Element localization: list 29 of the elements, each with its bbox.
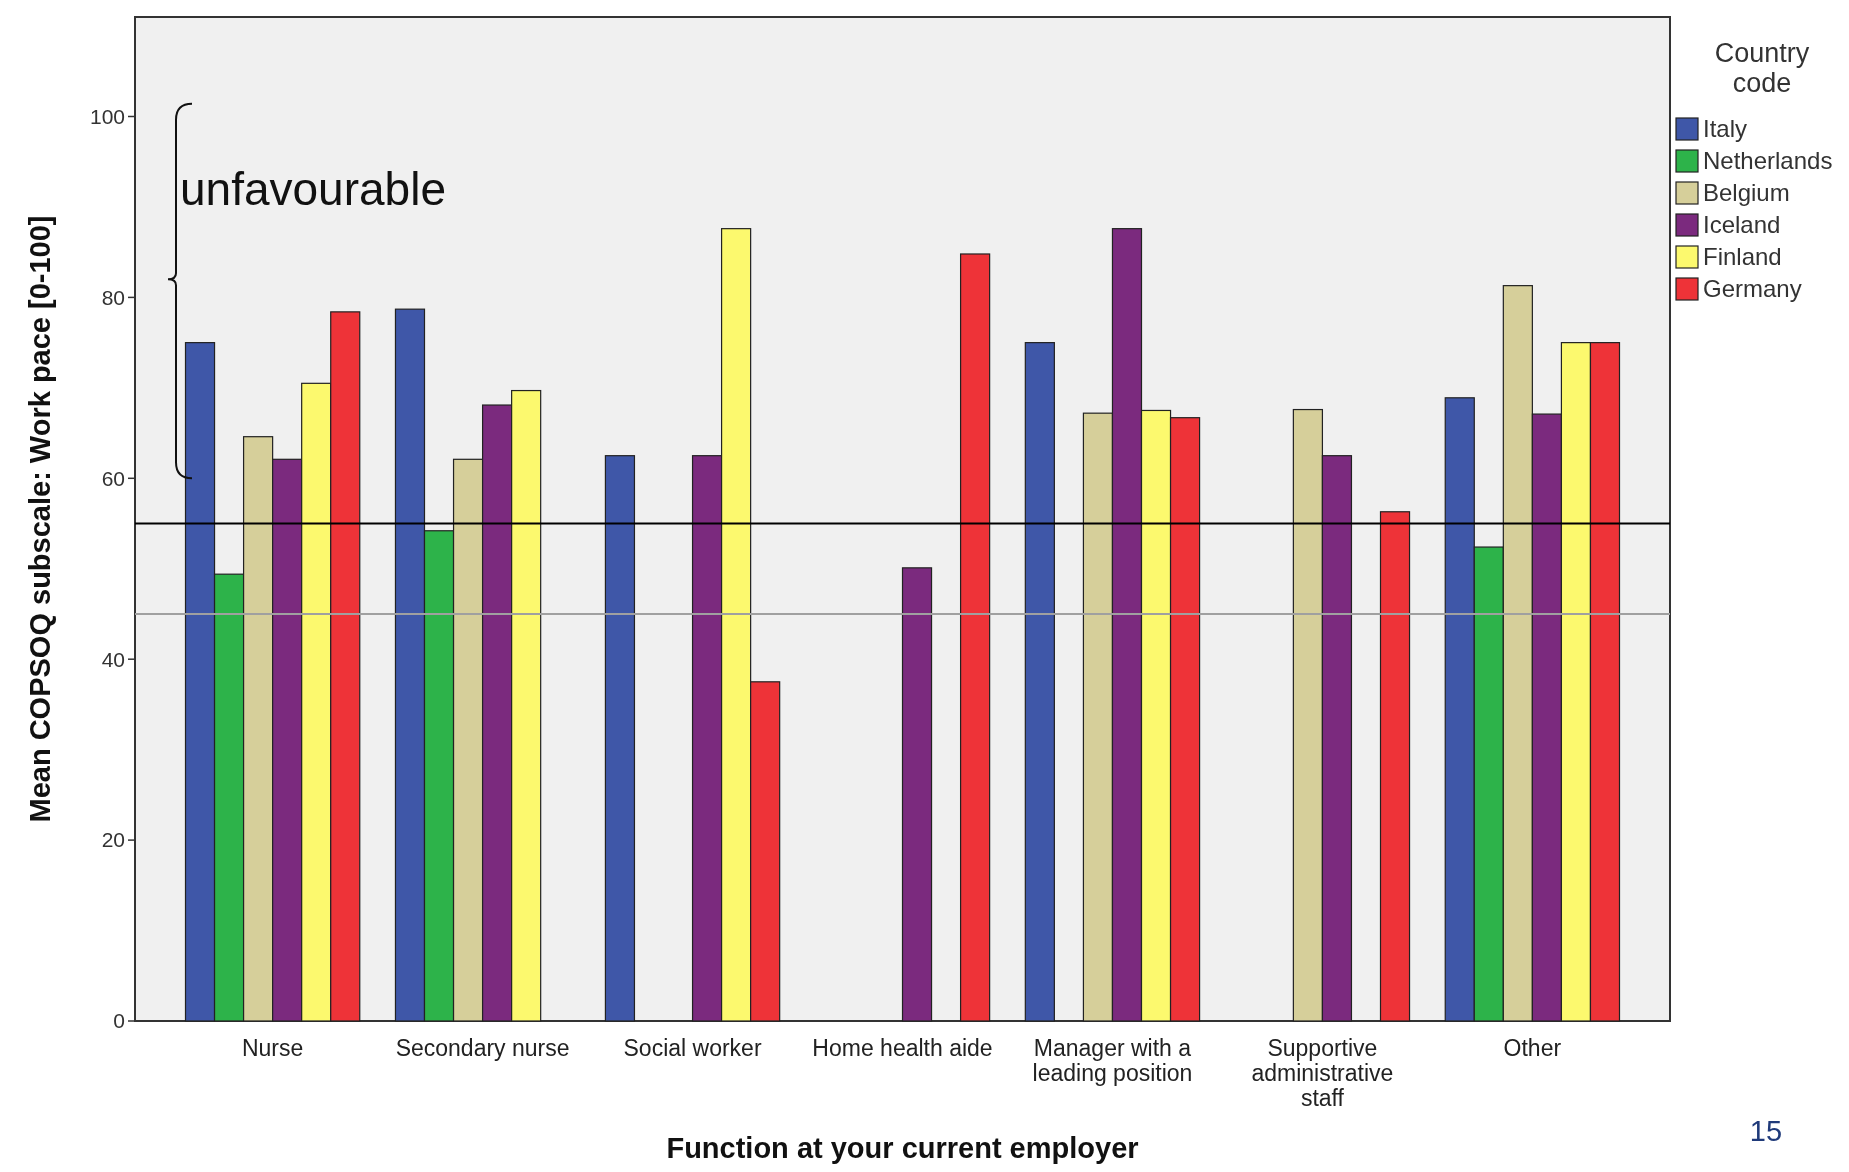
y-tick-label: 40 [101, 647, 125, 671]
bar [1024, 342, 1055, 1022]
bar [1379, 511, 1411, 1022]
y-axis-title: Mean COPSOQ subscale: Work pace [0-100] [24, 215, 56, 823]
y-tick-label: 80 [101, 285, 125, 309]
legend-label: Italy [1703, 115, 1748, 143]
x-tick-label: Social worker [623, 1035, 762, 1061]
legend-label: Finland [1703, 243, 1782, 271]
x-tick-label: Other [1503, 1035, 1562, 1061]
x-tick-label: Nurse [241, 1035, 304, 1061]
bar [604, 455, 636, 1022]
legend-label: Iceland [1703, 211, 1781, 239]
y-tick-label: 0 [113, 1009, 125, 1033]
bar [901, 567, 933, 1022]
x-tick-label: Home health aide [812, 1035, 993, 1061]
x-tick-label: Secondary nurse [395, 1035, 570, 1061]
legend-label: Germany [1703, 275, 1802, 303]
x-tick-label: Supportive administrative staff [1251, 1035, 1394, 1111]
legend-label: Netherlands [1703, 147, 1833, 175]
y-tick-label: 20 [101, 828, 125, 852]
y-tick-label: 100 [89, 104, 125, 128]
text: 15 [1749, 1115, 1783, 1147]
x-tick-label: Manager with a leading position [1032, 1035, 1193, 1086]
x-axis-title: Function at your current employer [666, 1132, 1139, 1164]
legend-label: Belgium [1703, 179, 1790, 207]
legend-title: Country code [1714, 38, 1810, 98]
bar [959, 253, 991, 1022]
annotation: unfavourable [180, 162, 446, 215]
y-tick-label: 60 [101, 466, 125, 490]
